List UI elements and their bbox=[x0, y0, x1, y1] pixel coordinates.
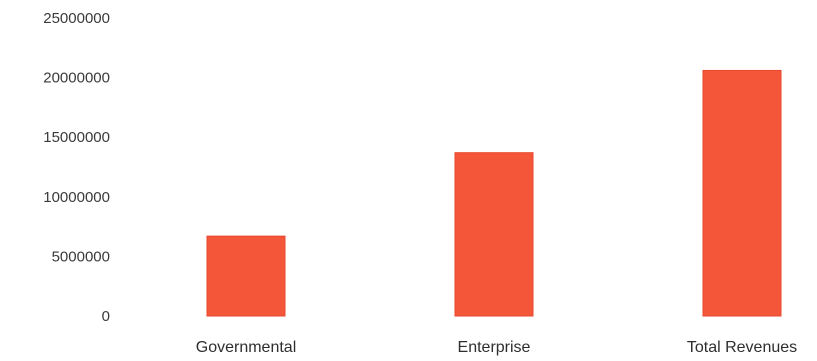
y-tick-label: 20000000 bbox=[43, 70, 110, 87]
y-tick-label: 15000000 bbox=[43, 129, 110, 146]
y-axis: 0 5000000 10000000 15000000 20000000 25000000 bbox=[43, 10, 110, 325]
x-category-label: Enterprise bbox=[458, 339, 531, 356]
bars bbox=[206, 69, 782, 317]
bar-total-revenues bbox=[702, 69, 782, 317]
x-category-label: Governmental bbox=[196, 339, 297, 356]
y-tick-label: 5000000 bbox=[52, 248, 110, 265]
y-tick-label: 0 bbox=[102, 308, 110, 325]
x-category-label: Total Revenues bbox=[687, 339, 797, 356]
y-tick-label: 25000000 bbox=[43, 10, 110, 27]
bar-enterprise bbox=[454, 152, 534, 317]
y-tick-label: 10000000 bbox=[43, 189, 110, 206]
x-axis: Governmental Enterprise Total Revenues bbox=[196, 339, 797, 356]
bar-governmental bbox=[206, 235, 286, 317]
